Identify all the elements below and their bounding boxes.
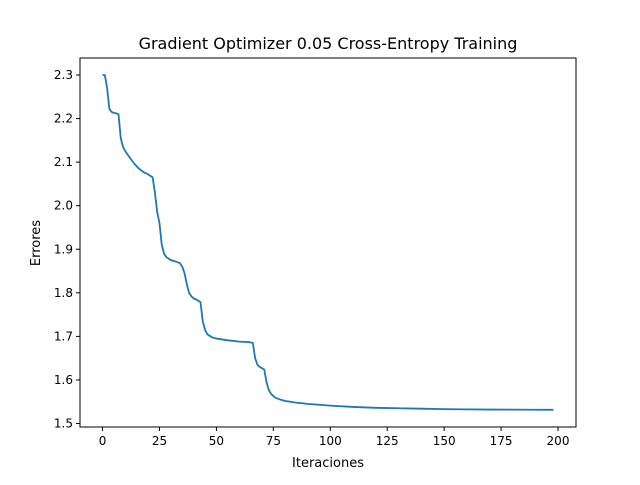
series-line	[102, 74, 554, 411]
y-tick-label: 1.9	[54, 242, 73, 256]
y-axis-label: Errores	[29, 220, 44, 266]
axes-frame	[79, 57, 577, 428]
y-tick-label: 2.1	[54, 155, 73, 169]
x-tick-label: 150	[433, 434, 456, 448]
x-axis-label: Iteraciones	[292, 456, 364, 471]
x-tick-label: 125	[376, 434, 399, 448]
x-tick-label: 0	[99, 434, 107, 448]
y-tick-label: 1.5	[54, 417, 73, 431]
y-tick-label: 1.8	[54, 286, 73, 300]
y-tick-label: 2.2	[54, 112, 73, 126]
x-tick-label: 200	[547, 434, 570, 448]
x-tick-label: 100	[319, 434, 342, 448]
x-tick-label: 25	[152, 434, 167, 448]
y-tick-label: 1.7	[54, 329, 73, 343]
x-axis: 0 25 50 75 100 125 150 175 200	[99, 427, 570, 448]
x-tick-label: 75	[266, 434, 281, 448]
y-tick-label: 2.0	[54, 199, 73, 213]
y-axis: 1.5 1.6 1.7 1.8 1.9 2.0 2.1 2.2 2.3	[54, 68, 80, 431]
chart-title: Gradient Optimizer 0.05 Cross-Entropy Tr…	[139, 34, 518, 53]
plot-area	[102, 74, 554, 411]
y-tick-label: 1.6	[54, 373, 73, 387]
y-tick-label: 2.3	[54, 68, 73, 82]
x-tick-label: 175	[490, 434, 513, 448]
x-tick-label: 50	[209, 434, 224, 448]
